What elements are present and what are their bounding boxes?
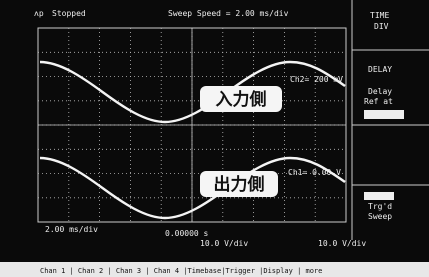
menu-item[interactable]: DELAY [368, 65, 392, 74]
menu-item[interactable]: TIME [370, 11, 389, 20]
softkey-labels[interactable]: Chan 1 | Chan 2 | Chan 3 | Chan 4 |Timeb… [40, 267, 322, 275]
channel-scale: Ch1= 0.00 V [288, 168, 341, 177]
menu-item[interactable]: Ref at [364, 97, 393, 106]
delay-readout: 0.00000 s [165, 229, 209, 238]
menu-item[interactable]: Trg'd [368, 202, 392, 211]
run-state: Stopped [52, 9, 86, 18]
channel-caption: 出力側 [214, 174, 265, 195]
channel-caption: 入力側 [216, 89, 267, 110]
channel-scale: Ch2= 200 mV [290, 75, 343, 84]
menu-item[interactable]: DIV [374, 22, 389, 31]
sweep-speed: Sweep Speed = 2.00 ms/div [168, 9, 289, 18]
menu-value-box [364, 110, 404, 119]
volts-readout: 10.0 V/div [318, 239, 366, 248]
run-icon: ʌp [34, 9, 44, 18]
menu-item[interactable]: Delay [368, 87, 392, 96]
menu-item[interactable]: Sweep [368, 212, 392, 221]
volts-readout: 10.0 V/div [200, 239, 248, 248]
background [0, 0, 429, 277]
menu-value-box [364, 192, 394, 200]
timebase-readout: 2.00 ms/div [45, 225, 98, 234]
scope-screen: ʌp Stopped Sweep Speed = 2.00 ms/div 入力側… [0, 0, 429, 277]
